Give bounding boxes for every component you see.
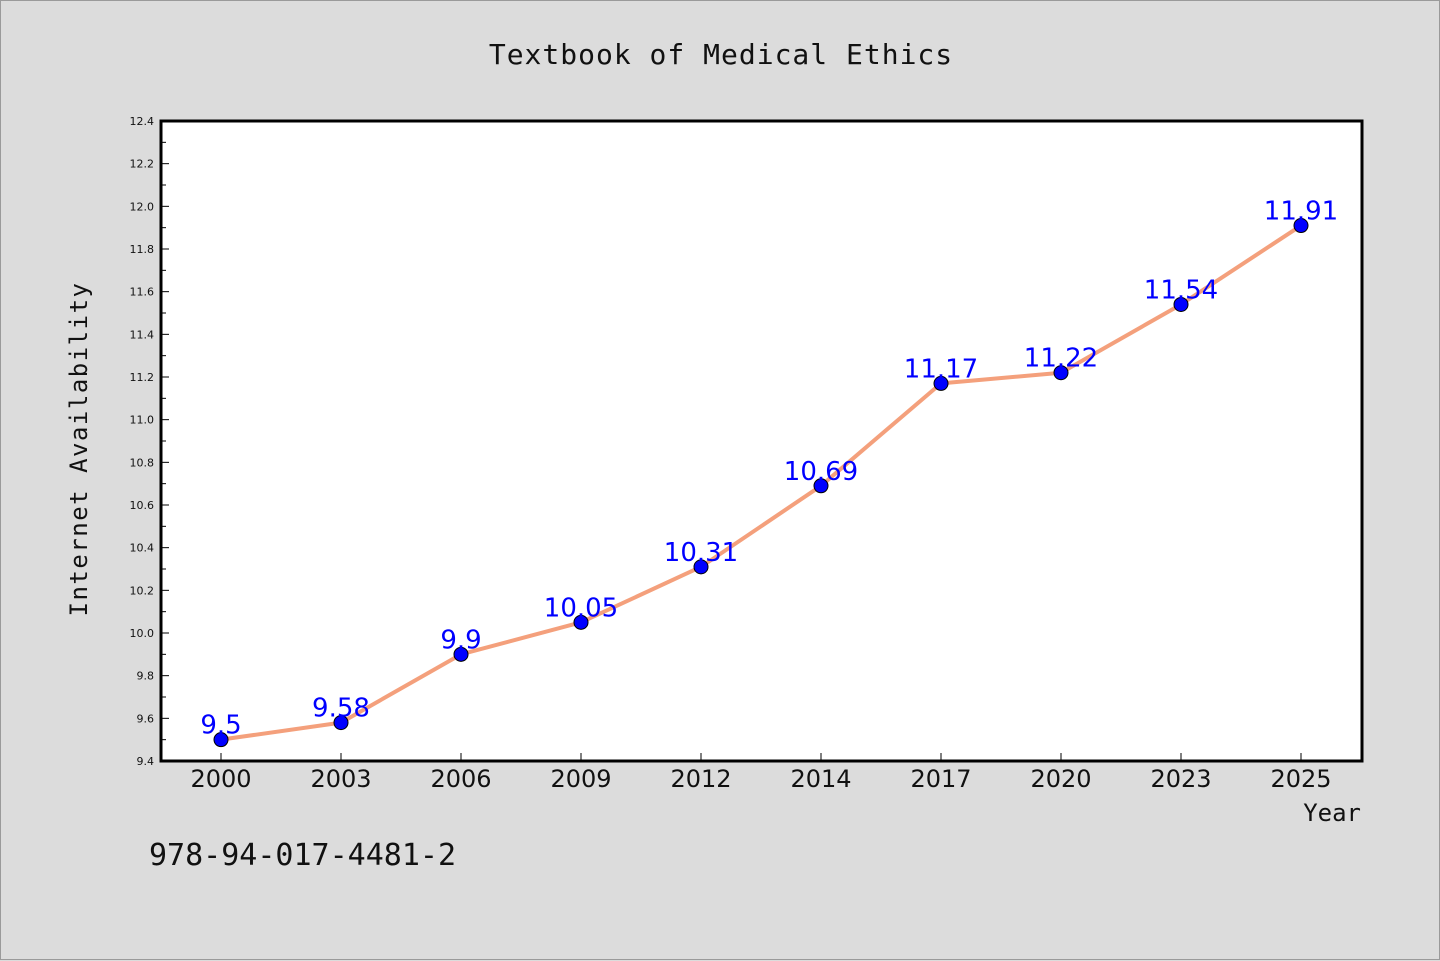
data-point — [333, 715, 349, 731]
data-label: 11.54 — [1144, 275, 1218, 305]
y-tick-label: 10.6 — [130, 499, 155, 512]
isbn-footnote: 978-94-017-4481-2 — [149, 838, 456, 873]
data-label: 10.69 — [784, 457, 858, 487]
x-tick-label: 2006 — [430, 765, 491, 793]
y-tick-label: 10.0 — [130, 627, 155, 640]
y-tick-label: 10.2 — [130, 584, 155, 597]
data-point — [1053, 365, 1069, 381]
y-tick-label: 9.4 — [137, 755, 155, 768]
x-axis: 2000 2003 2006 2009 2012 2014 2017 2020 2023 2025 — [190, 753, 1332, 793]
y-tick-label: 9.6 — [137, 712, 155, 725]
data-label: 9.9 — [440, 625, 481, 655]
data-point — [933, 375, 949, 391]
y-tick-label: 11.8 — [130, 243, 155, 256]
y-tick-label: 11.4 — [130, 328, 155, 341]
data-label: 11.22 — [1024, 344, 1098, 374]
data-point — [453, 646, 469, 662]
data-label: 9.5 — [200, 711, 241, 741]
series-line — [220, 223, 1303, 742]
y-axis: 9.4 9.6 9.8 10.0 10.2 10.4 10.6 10.8 11.0 11.2 11.… — [130, 115, 169, 768]
x-tick-label: 2009 — [550, 765, 611, 793]
data-label: 10.05 — [544, 593, 618, 623]
x-tick-label: 2012 — [670, 765, 731, 793]
x-tick-label: 2003 — [310, 765, 371, 793]
data-label: 11.17 — [904, 354, 978, 384]
data-point — [1293, 218, 1309, 234]
data-label: 9.58 — [312, 694, 370, 724]
x-tick-label: 2017 — [910, 765, 971, 793]
chart-title: Textbook of Medical Ethics — [489, 38, 953, 71]
y-tick-label: 12.0 — [130, 200, 155, 213]
x-tick-label: 2014 — [790, 765, 851, 793]
y-tick-label: 12.2 — [130, 158, 155, 171]
y-tick-label: 9.8 — [137, 670, 155, 683]
data-point — [693, 559, 709, 575]
x-tick-label: 2020 — [1030, 765, 1091, 793]
y-tick-label: 11.0 — [130, 414, 155, 427]
x-axis-label: Year — [1303, 799, 1361, 827]
data-point — [573, 614, 589, 630]
x-tick-label: 2025 — [1270, 765, 1331, 793]
series-group: 9.5 9.58 9.9 10.05 10.31 10.69 11.17 11.22 11.54… — [200, 197, 1338, 748]
y-tick-label: 11.2 — [130, 371, 155, 384]
data-label: 10.31 — [664, 538, 738, 568]
y-axis-label: Internet Availability — [65, 282, 93, 617]
plot-frame — [159, 119, 1364, 763]
y-tick-label: 12.4 — [130, 115, 155, 128]
data-point — [813, 478, 829, 494]
y-tick-label: 10.4 — [130, 542, 155, 555]
y-tick-label: 11.6 — [130, 286, 155, 299]
plot-area — [161, 121, 1362, 761]
x-tick-label: 2023 — [1150, 765, 1211, 793]
data-point — [213, 732, 229, 748]
x-tick-label: 2000 — [190, 765, 251, 793]
data-point — [1173, 296, 1189, 312]
y-tick-label: 10.8 — [130, 456, 155, 469]
data-label: 11.91 — [1264, 197, 1338, 227]
